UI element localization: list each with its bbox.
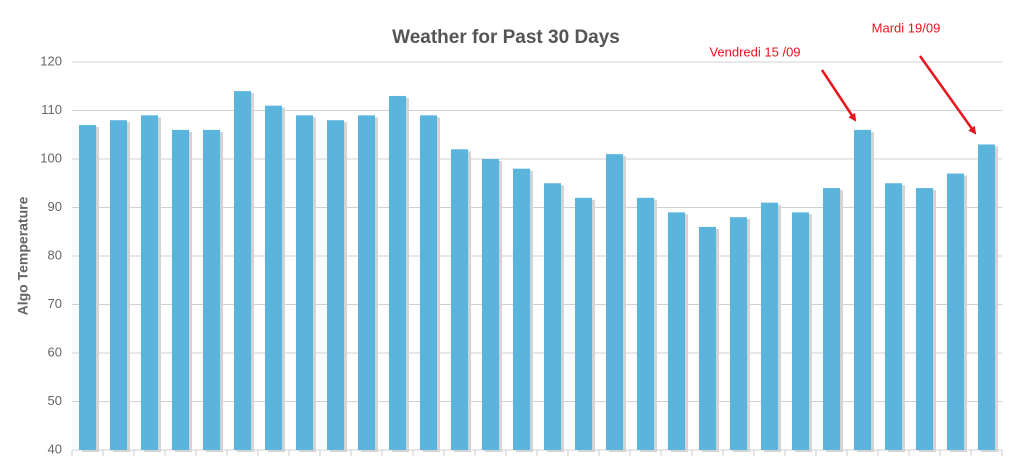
chart-title: Weather for Past 30 Days — [392, 27, 620, 48]
y-tick-label: 70 — [48, 296, 62, 311]
bar — [884, 183, 903, 450]
bar — [853, 129, 872, 450]
bar — [109, 120, 128, 450]
bar — [171, 129, 190, 450]
bar — [357, 115, 376, 450]
bar — [698, 226, 717, 450]
bar — [946, 173, 965, 451]
plot-area: 40 50 60 70 80 90 100 110 120 — [40, 53, 1003, 456]
bar — [202, 129, 221, 450]
y-tick-label: 100 — [40, 150, 62, 165]
bar — [264, 105, 283, 451]
bar — [326, 120, 345, 450]
bar — [636, 197, 655, 450]
bar — [419, 115, 438, 450]
y-tick-label: 40 — [48, 441, 62, 456]
y-tick-label: 50 — [48, 393, 62, 408]
bar — [977, 144, 996, 450]
y-tick-label: 110 — [41, 102, 62, 117]
bar — [388, 95, 407, 450]
bar — [667, 212, 686, 450]
annotation-arrow — [820, 69, 857, 122]
y-axis-label: Algo Temperature — [15, 196, 31, 315]
bar — [791, 212, 810, 450]
bar — [481, 159, 500, 450]
y-tick-label: 80 — [48, 247, 62, 262]
annotation: Vendredi 15 /09 — [709, 44, 800, 59]
bar — [233, 91, 252, 450]
bar — [512, 168, 531, 450]
bar — [78, 125, 97, 451]
annotation: Mardi 19/09 — [872, 20, 941, 35]
bar — [295, 115, 314, 450]
bar — [822, 188, 841, 450]
bar — [450, 149, 469, 451]
bar — [729, 217, 748, 450]
bar — [605, 154, 624, 450]
bar — [574, 197, 593, 450]
y-tick-label: 60 — [48, 344, 62, 359]
bar — [140, 115, 159, 450]
bar — [915, 188, 934, 450]
bar — [543, 183, 562, 450]
y-tick-label: 90 — [48, 199, 62, 214]
y-tick-label: 120 — [40, 53, 62, 68]
annotation-arrow — [918, 55, 977, 135]
bar — [760, 202, 779, 450]
